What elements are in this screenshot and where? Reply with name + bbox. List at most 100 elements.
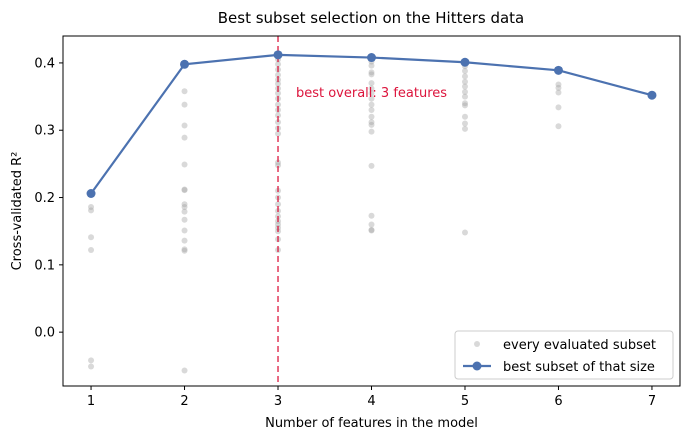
best-subset-point (180, 59, 190, 69)
subset-point (368, 128, 375, 135)
y-tick-label: 0.2 (34, 191, 55, 206)
x-tick-label: 5 (461, 394, 469, 409)
subset-point (555, 89, 562, 96)
subset-point (461, 100, 468, 107)
subset-point (461, 102, 468, 109)
subset-point (368, 101, 375, 108)
subset-point (368, 69, 375, 76)
subset-point (368, 227, 375, 234)
subset-point (275, 201, 282, 208)
subset-point (461, 229, 468, 236)
subset-point (368, 71, 375, 78)
best-subset-point (273, 50, 283, 60)
subset-point (275, 221, 282, 228)
subset-point (181, 201, 188, 208)
subset-point (181, 88, 188, 95)
subset-point (368, 119, 375, 126)
subset-point (181, 247, 188, 254)
subset-point (368, 62, 375, 69)
subset-point (368, 95, 375, 102)
legend-scatter-marker (474, 341, 480, 347)
x-tick-label: 4 (367, 394, 375, 409)
subset-point (181, 122, 188, 129)
subset-point (368, 90, 375, 97)
x-axis-ticks: 1 2 3 4 5 6 7 (87, 386, 656, 409)
legend-line-marker (472, 361, 482, 371)
x-tick-label: 2 (180, 394, 188, 409)
best-overall-annotation: best overall: 3 features (296, 86, 447, 101)
subset-point (181, 187, 188, 194)
y-tick-label: 0.1 (34, 258, 55, 273)
x-tick-label: 1 (87, 394, 95, 409)
subset-point (461, 83, 468, 90)
subset-point (275, 130, 282, 137)
subset-point (368, 162, 375, 169)
y-axis-ticks: 0.0 0.1 0.2 0.3 0.4 (34, 56, 63, 341)
y-tick-label: 0.0 (34, 326, 55, 341)
subset-point (555, 123, 562, 130)
subset-point (368, 226, 375, 233)
subset-point (461, 120, 468, 127)
best-subset-point (553, 65, 563, 75)
subset-point (368, 113, 375, 120)
legend-line-label: best subset of that size (503, 360, 655, 375)
subset-point (461, 125, 468, 132)
subset-point (275, 159, 282, 166)
subset-point (181, 186, 188, 193)
subset-point (461, 88, 468, 95)
subset-point (181, 208, 188, 215)
subset-point (368, 85, 375, 92)
x-tick-label: 7 (648, 394, 656, 409)
subset-point (88, 234, 95, 241)
subset-point (368, 107, 375, 114)
subset-point (181, 367, 188, 374)
subset-point (368, 80, 375, 87)
x-tick-label: 6 (554, 394, 562, 409)
subset-point (181, 227, 188, 234)
subset-point (181, 237, 188, 244)
subset-point (88, 363, 95, 370)
subset-point (88, 203, 95, 210)
subset-point (461, 68, 468, 74)
subset-point (368, 212, 375, 219)
subset-point (181, 216, 188, 223)
subset-point (461, 78, 468, 85)
subset-point (88, 357, 95, 364)
legend-box (454, 330, 674, 380)
subset-point (461, 73, 468, 80)
subset-point (461, 113, 468, 120)
subset-point (275, 112, 282, 119)
y-tick-label: 0.4 (34, 56, 55, 71)
subset-point (555, 84, 562, 91)
subset-point (88, 247, 95, 254)
y-tick-label: 0.3 (34, 124, 55, 139)
best-subset-point (647, 90, 657, 100)
subset-point (181, 134, 188, 141)
best-subset-point (367, 53, 376, 63)
x-axis-label: Number of features in the model (265, 416, 478, 431)
subset-point (368, 121, 375, 128)
subset-point (181, 246, 188, 253)
legend: every evaluated subset best subset of th… (454, 330, 674, 380)
subset-point (275, 61, 282, 68)
subset-point (181, 101, 188, 108)
subset-point (461, 93, 468, 100)
best-subset-line-layer (86, 50, 657, 198)
subset-point (275, 119, 282, 126)
subset-point (555, 81, 562, 88)
plot-area: best overall: 3 features (86, 36, 657, 386)
chart-title: Best subset selection on the Hitters dat… (218, 9, 525, 27)
legend-scatter-label: every evaluated subset (503, 338, 656, 353)
subset-point (181, 203, 188, 210)
subset-point (275, 101, 282, 108)
subset-point (275, 162, 282, 169)
subset-point (368, 221, 375, 228)
subset-point (275, 80, 282, 87)
subset-point (275, 90, 282, 97)
subset-point (555, 104, 562, 111)
subset-points-layer (88, 51, 655, 374)
subset-point (275, 72, 282, 79)
subset-point (181, 161, 188, 168)
